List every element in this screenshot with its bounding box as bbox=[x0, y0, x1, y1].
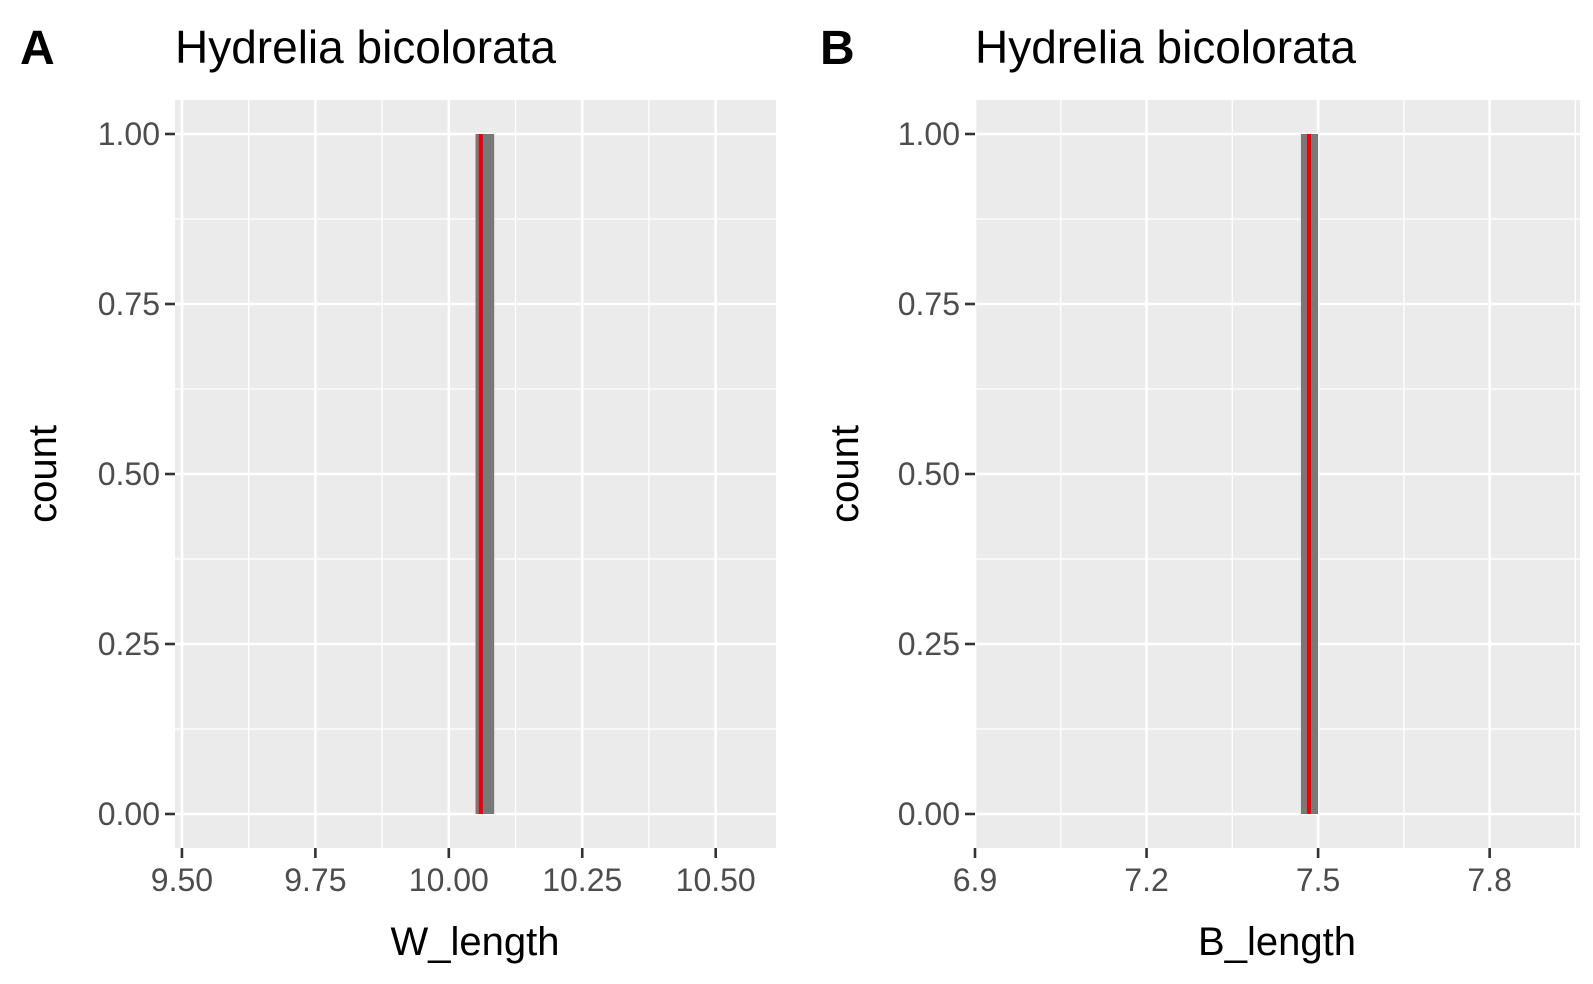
y-tick-label: 0.75 bbox=[898, 286, 960, 322]
y-tick-label: 0.00 bbox=[898, 796, 960, 832]
panel-a-y-axis-title: count bbox=[21, 425, 65, 523]
x-tick-label: 7.5 bbox=[1296, 862, 1340, 898]
x-tick-label: 6.9 bbox=[953, 862, 997, 898]
x-tick-label: 7.2 bbox=[1124, 862, 1168, 898]
x-tick-label: 7.8 bbox=[1467, 862, 1511, 898]
x-tick-label: 10.00 bbox=[409, 862, 489, 898]
histogram-bar bbox=[475, 134, 495, 814]
y-tick-label: 0.50 bbox=[898, 456, 960, 492]
panel-a-y-axis: 0.00 0.25 0.50 0.75 1.00 bbox=[98, 116, 175, 832]
x-tick-label: 9.50 bbox=[151, 862, 213, 898]
y-tick-label: 1.00 bbox=[98, 116, 160, 152]
y-tick-label: 0.25 bbox=[98, 626, 160, 662]
y-tick-label: 1.00 bbox=[898, 116, 960, 152]
y-tick-label: 0.75 bbox=[98, 286, 160, 322]
x-tick-label: 9.75 bbox=[284, 862, 346, 898]
panel-b: B Hydrelia bicolorata 0.00 0.25 0.50 0.75 1.… bbox=[820, 21, 1580, 964]
panel-b-x-axis: 6.9 7.2 7.5 7.8 bbox=[953, 848, 1512, 898]
panel-b-x-axis-title: B_length bbox=[1198, 920, 1356, 964]
panel-a-bars bbox=[475, 134, 495, 814]
x-tick-label: 10.50 bbox=[676, 862, 756, 898]
panel-letter-b: B bbox=[820, 22, 855, 75]
panel-a-title: Hydrelia bicolorata bbox=[175, 21, 556, 73]
panel-a: A Hydrelia bicolorata 0.00 0.25 0.50 0.75 1.… bbox=[20, 21, 776, 964]
x-tick-label: 10.25 bbox=[542, 862, 622, 898]
panel-b-title: Hydrelia bicolorata bbox=[975, 21, 1356, 73]
y-tick-label: 0.25 bbox=[898, 626, 960, 662]
panel-b-y-axis-title: count bbox=[823, 425, 867, 523]
panel-a-x-axis: 9.50 9.75 10.00 10.25 10.50 bbox=[151, 848, 756, 898]
panel-b-y-axis: 0.00 0.25 0.50 0.75 1.00 bbox=[898, 116, 975, 832]
panel-a-x-axis-title: W_length bbox=[391, 920, 560, 964]
panel-letter-a: A bbox=[20, 22, 55, 75]
y-tick-label: 0.50 bbox=[98, 456, 160, 492]
y-tick-label: 0.00 bbox=[98, 796, 160, 832]
